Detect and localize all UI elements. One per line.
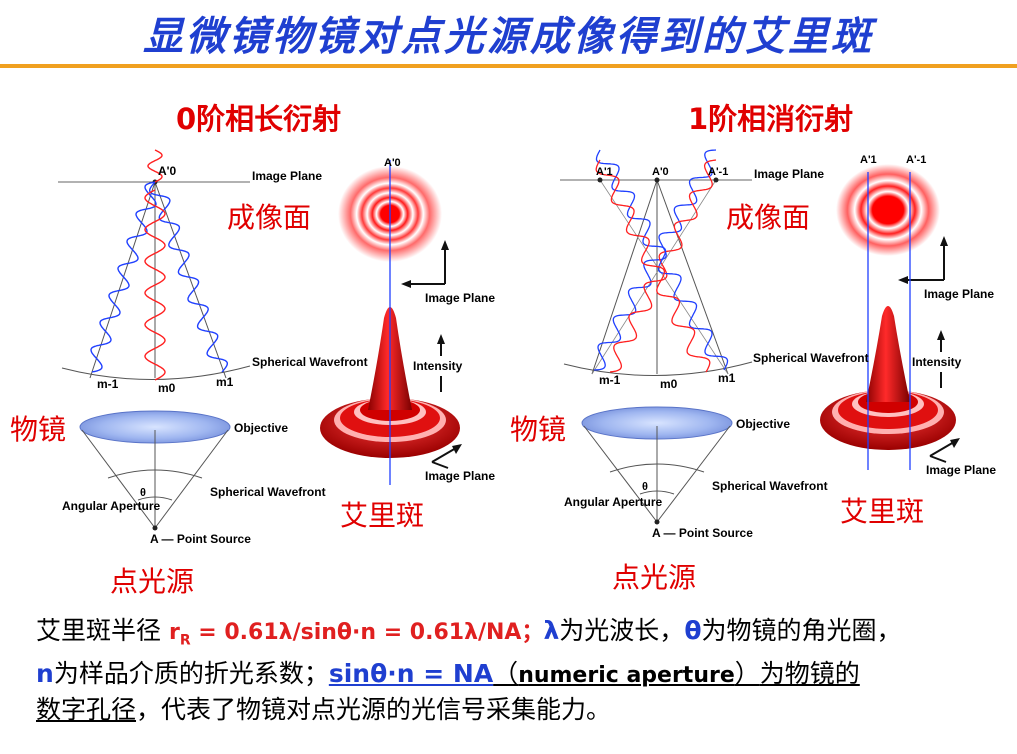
right-image-plane-axis1: Image Plane	[924, 287, 994, 301]
right-theta: θ	[642, 481, 648, 493]
right-optics-diagram	[560, 149, 753, 525]
right-m-minus1: m-1	[599, 373, 621, 387]
left-optics-diagram	[58, 149, 251, 531]
right-spherical-wavefront-bottom: Spherical Wavefront	[712, 479, 828, 493]
left-spherical-wavefront-bottom: Spherical Wavefront	[210, 485, 326, 499]
formula: rR = 0.61λ/sinθ·n = 0.61λ/NA；	[168, 620, 544, 649]
left-m1: m1	[216, 375, 234, 389]
right-a1-top-label: A'1	[860, 154, 877, 166]
left-objective-cn: 物镜	[10, 413, 67, 446]
left-intensity-label: Intensity	[413, 359, 463, 373]
title-divider	[0, 64, 1017, 68]
right-objective-label: Objective	[736, 417, 790, 431]
right-m1: m1	[718, 371, 736, 385]
panel-left-heading: 0阶相长衍射	[176, 102, 342, 136]
right-point-source: A — Point Source	[652, 526, 753, 540]
n-symbol: n	[36, 659, 54, 689]
right-spherical-wavefront-top: Spherical Wavefront	[753, 351, 869, 365]
left-a0-top-label: A'0	[384, 157, 401, 169]
left-objective-label: Objective	[234, 421, 288, 435]
panel-right-heading: 1阶相消衍射	[688, 102, 854, 136]
explanation-line-2: n为样品介质的折光系数；sinθ·n = NA（numeric aperture…	[36, 659, 860, 689]
right-m0: m0	[660, 377, 678, 391]
left-m-minus1: m-1	[97, 377, 119, 391]
right-image-plane-axis2: Image Plane	[926, 463, 996, 477]
na-equation: sinθ·n = NA	[328, 659, 494, 689]
right-angular-aperture: Angular Aperture	[564, 495, 663, 509]
right-image-plane-cn: 成像面	[726, 201, 811, 234]
explanation-text: 艾里斑半径 rR = 0.61λ/sinθ·n = 0.61λ/NA；λ为光波长…	[36, 614, 1011, 727]
explanation-line-1: 艾里斑半径 rR = 0.61λ/sinθ·n = 0.61λ/NA；λ为光波长…	[36, 616, 902, 649]
airy-radius-label: 艾里斑半径	[36, 616, 162, 645]
left-airy-cn: 艾里斑	[340, 499, 425, 532]
left-airy-pattern	[320, 160, 462, 485]
left-image-plane-label: Image Plane	[252, 169, 322, 183]
lambda-symbol: λ	[543, 616, 560, 645]
left-angular-aperture: Angular Aperture	[62, 499, 161, 513]
diagram-canvas: A'0 A'0 Image Plane Spherical Wavefront …	[58, 149, 996, 546]
right-intensity-label: Intensity	[912, 355, 962, 369]
left-a0-label: A'0	[158, 164, 177, 178]
right-source-cn: 点光源	[612, 561, 697, 594]
right-objective-cn: 物镜	[510, 413, 567, 446]
theta-symbol: θ	[684, 616, 702, 645]
right-image-plane-label: Image Plane	[754, 167, 824, 181]
right-airy-cn: 艾里斑	[840, 495, 925, 528]
left-m0: m0	[158, 381, 176, 395]
left-theta: θ	[140, 487, 146, 499]
left-source-cn: 点光源	[110, 565, 195, 598]
explanation-line-3: 数字孔径，代表了物镜对点光源的光信号采集能力。	[36, 695, 612, 725]
left-image-plane-cn: 成像面	[227, 201, 312, 234]
left-spherical-wavefront-top: Spherical Wavefront	[252, 355, 368, 369]
right-a1-label: A'1	[596, 166, 613, 178]
left-point-source: A — Point Source	[150, 532, 251, 546]
right-a0-label: A'0	[652, 166, 669, 178]
numeric-aperture-term: numeric aperture	[518, 663, 735, 689]
left-image-plane-axis2: Image Plane	[425, 469, 495, 483]
right-a-minus1-label: A'-1	[708, 166, 728, 178]
right-airy-pattern	[820, 164, 960, 470]
right-a-minus1-top-label: A'-1	[906, 154, 926, 166]
left-image-plane-axis1: Image Plane	[425, 291, 495, 305]
page-title: 显微镜物镜对点光源成像得到的艾里斑	[143, 13, 874, 60]
